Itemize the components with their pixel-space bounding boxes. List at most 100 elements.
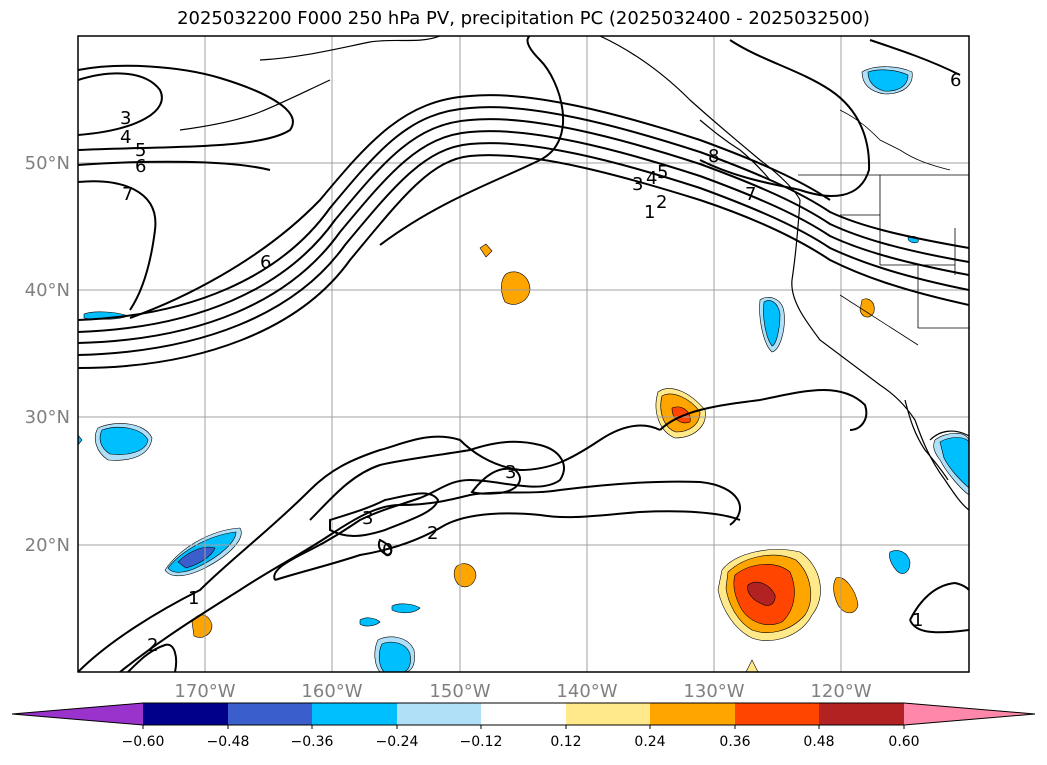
pv-contour-label: 1 <box>188 588 199 609</box>
borders <box>798 109 969 346</box>
colorbar-segment <box>566 703 650 725</box>
baja-coast <box>914 419 969 511</box>
pv-contour-label: 7 <box>122 184 133 205</box>
colorbar-tick-label: −0.36 <box>291 734 334 750</box>
aleutian-coast <box>179 79 331 131</box>
colorbar-tick-label: −0.48 <box>207 734 250 750</box>
coastlines <box>179 36 969 511</box>
lon-labels: 170°W 160°W 150°W 140°W 130°W 120°W <box>174 681 871 702</box>
colorbar-tick-label: 0.24 <box>634 734 665 750</box>
lat-tick-label: 30°N <box>25 407 70 428</box>
pv-contour-label: 5 <box>657 162 668 183</box>
lon-tick-label: 140°W <box>556 681 617 702</box>
pv-contour-label: 4 <box>120 127 131 148</box>
precip-positive-blob <box>479 243 493 258</box>
us-west-coast <box>791 199 916 421</box>
pv-contour <box>78 106 969 321</box>
pv-contour-label: 1 <box>912 610 923 631</box>
alaska-panhandle-coast <box>599 36 801 201</box>
colorbar-segment <box>819 703 904 725</box>
pv-contour-label: 1 <box>644 202 655 223</box>
precip-negative-blob <box>378 641 411 672</box>
lat-labels: 50°N 40°N 30°N 20°N <box>25 153 70 556</box>
pv-contour <box>274 510 741 581</box>
pv-contour-label: 0 <box>382 540 393 561</box>
lon-tick-label: 130°W <box>683 681 744 702</box>
alaska-coast <box>259 36 441 61</box>
colorbar-segment <box>312 703 397 725</box>
colorbar-tick-label: −0.12 <box>460 734 503 750</box>
bc-islands-coast <box>699 119 771 181</box>
precip-shading <box>78 66 969 672</box>
lat-tick-label: 40°N <box>25 280 70 301</box>
lon-tick-label: 170°W <box>174 681 235 702</box>
pv-contour <box>78 424 661 672</box>
pv-contour <box>377 538 393 557</box>
pv-contour-label: 3 <box>120 108 131 129</box>
lat-tick-label: 50°N <box>25 153 70 174</box>
colorbar-tick-label: 0.60 <box>888 734 919 750</box>
pv-contour <box>129 94 831 319</box>
pv-contour-label: 8 <box>708 146 719 167</box>
pv-contour <box>78 118 969 333</box>
pv-contour-label: 6 <box>260 252 271 273</box>
colorbar-tick-label: 0.36 <box>719 734 750 750</box>
precip-positive-blob <box>833 577 859 614</box>
colorbar-segment <box>143 703 228 725</box>
mexico-coast <box>929 430 969 441</box>
precip-positive-blob <box>453 563 477 588</box>
colorbar-tick-label: −0.60 <box>122 734 165 750</box>
map-panel: 3 4 5 6 7 6 8 7 3 4 5 2 1 6 3 3 2 0 1 2 … <box>78 36 969 672</box>
pv-contour <box>78 64 294 151</box>
pv-contour-label: 7 <box>745 184 756 205</box>
pv-contour-label: 2 <box>656 192 667 213</box>
colorbar-tick-label: 0.48 <box>803 734 834 750</box>
pv-contour-label: 3 <box>362 508 373 529</box>
colorbar-tick-label: −0.24 <box>376 734 419 750</box>
precip-negative-blob <box>763 300 781 347</box>
graticule <box>78 36 969 672</box>
precip-negative-blob <box>78 434 83 446</box>
map-frame <box>77 35 970 673</box>
colorbar-segment <box>650 703 735 725</box>
colorbar-segment <box>397 703 481 725</box>
pv-contour-label: 2 <box>147 635 158 656</box>
pv-contour-label: 5 <box>135 140 146 161</box>
pv-contour <box>78 154 969 369</box>
pv-contour <box>78 180 157 311</box>
lon-tick-label: 160°W <box>301 681 362 702</box>
pv-contour <box>659 388 868 431</box>
pv-contour <box>329 492 440 537</box>
precip-negative-blob <box>359 617 381 627</box>
lon-tick-label: 120°W <box>810 681 871 702</box>
pv-contour <box>119 480 741 672</box>
colorbar: −0.60 −0.48 −0.36 −0.24 −0.12 0.12 0.24 … <box>11 702 1036 750</box>
pv-contour <box>869 39 961 76</box>
pv-contour <box>78 72 163 136</box>
colorbar-segment <box>481 703 566 725</box>
precip-negative-blob <box>391 603 421 614</box>
precip-negative-blob <box>177 546 216 569</box>
pv-contour-labels: 3 4 5 6 7 6 8 7 3 4 5 2 1 6 3 3 2 0 1 2 … <box>120 70 961 656</box>
precip-negative-blob <box>889 550 911 574</box>
precip-negative-blob <box>939 437 969 489</box>
pv-contour <box>78 142 969 356</box>
colorbar-extend-left <box>12 703 143 725</box>
pv-contour <box>909 619 969 634</box>
colorbar-tick-label: 0.12 <box>550 734 581 750</box>
pv-contour-label: 6 <box>135 156 146 177</box>
pv-contour-label: 3 <box>632 174 643 195</box>
baja-peninsula-coast <box>904 399 949 481</box>
colorbar-segment <box>735 703 819 725</box>
pv-contour <box>78 130 969 344</box>
pv-contour-label: 4 <box>646 168 657 189</box>
colorbar-segment <box>228 703 312 725</box>
lat-tick-label: 20°N <box>25 535 70 556</box>
pv-contour <box>273 440 565 581</box>
precip-positive-blob <box>859 298 875 318</box>
precip-negative-blob <box>99 427 149 455</box>
pv-contour <box>699 39 871 197</box>
pv-contour <box>127 643 178 672</box>
colorbar-extend-right <box>904 703 1035 725</box>
